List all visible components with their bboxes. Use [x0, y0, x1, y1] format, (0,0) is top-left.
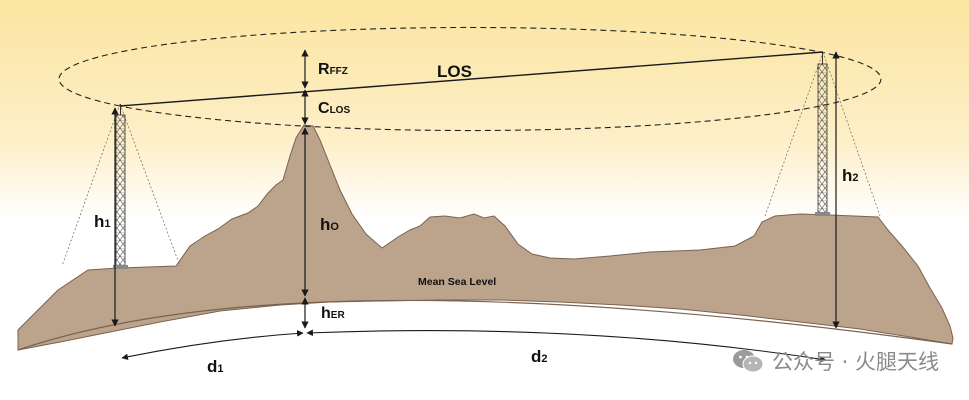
d2-arrow: [306, 329, 827, 363]
los-label: LOS: [437, 62, 472, 81]
terrain: [17, 124, 954, 351]
d2-label: d2: [531, 347, 548, 366]
h1-label: h1: [94, 212, 111, 231]
h-o-label: hO: [320, 215, 339, 234]
mean-sea-level-label: Mean Sea Level: [418, 276, 496, 288]
h2-label: h2: [842, 166, 859, 185]
wechat-icon: [732, 350, 764, 373]
watermark: 公众号 · 火腿天线: [732, 346, 939, 376]
h-er-label: hER: [321, 305, 345, 322]
watermark-text: 公众号 · 火腿天线: [771, 350, 939, 374]
c-los-label: CLOS: [318, 100, 350, 117]
d1-arrow: [121, 330, 304, 361]
los-line: [119, 51, 824, 107]
d1-label: d1: [207, 357, 224, 376]
earth-curvature-line: [17, 299, 953, 351]
r-ffz-label: RFFZ: [318, 61, 348, 78]
